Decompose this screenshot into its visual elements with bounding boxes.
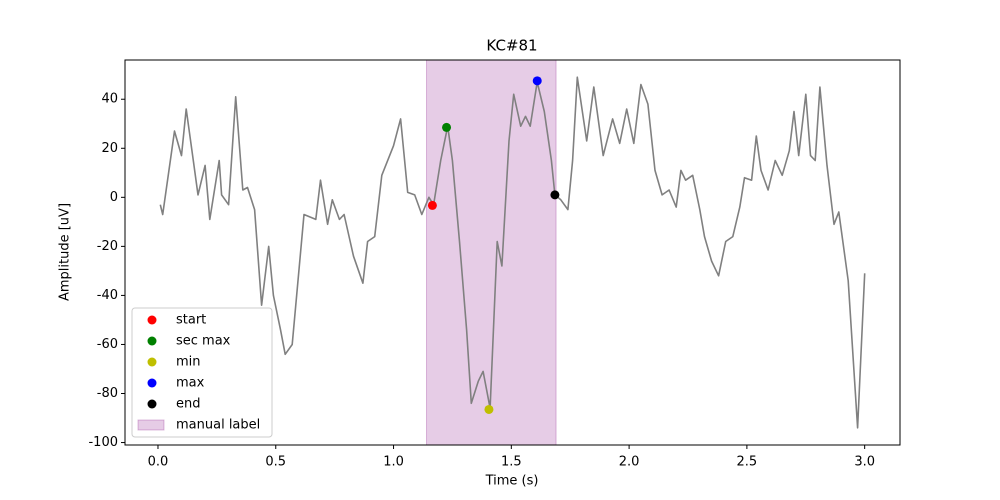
legend-label: start	[176, 313, 206, 328]
legend-label: sec max	[176, 334, 231, 349]
y-tick-label: -20	[97, 239, 118, 254]
x-tick-label: 3.0	[854, 455, 875, 470]
marker	[484, 404, 494, 414]
legend-label: end	[176, 397, 201, 412]
marker	[427, 200, 437, 210]
plot-frame	[124, 59, 901, 446]
x-tick-label: 2.5	[737, 455, 758, 470]
legend-marker	[147, 378, 157, 388]
marker	[532, 76, 542, 86]
legend-label: min	[176, 355, 201, 370]
legend-label: manual label	[176, 418, 260, 433]
y-tick-label: 0	[110, 190, 118, 205]
signal-line	[159, 76, 866, 429]
y-tick-label: -60	[97, 337, 118, 352]
y-axis-label: Amplitude [uV]	[58, 203, 73, 301]
y-tick-label: -40	[97, 288, 118, 303]
marker	[442, 122, 452, 132]
x-tick-label: 0.5	[265, 455, 286, 470]
marker	[550, 190, 560, 200]
chart-title: KC#81	[486, 37, 537, 55]
legend-label: max	[176, 376, 205, 391]
legend-marker	[147, 315, 157, 325]
x-tick-label: 1.5	[501, 455, 522, 470]
y-tick-label: -80	[97, 386, 118, 401]
legend-marker	[147, 399, 157, 409]
legend-box	[131, 307, 273, 438]
y-tick-label: 40	[101, 92, 118, 107]
x-tick-label: 2.0	[619, 455, 640, 470]
y-tick-label: -100	[88, 435, 118, 450]
x-axis-label: Time (s)	[485, 474, 539, 489]
legend-marker	[147, 336, 157, 346]
legend-patch	[137, 419, 165, 431]
y-tick-label: 20	[101, 141, 118, 156]
x-tick-label: 1.0	[383, 455, 404, 470]
x-tick-label: 0.0	[148, 455, 169, 470]
legend-marker	[147, 357, 157, 367]
